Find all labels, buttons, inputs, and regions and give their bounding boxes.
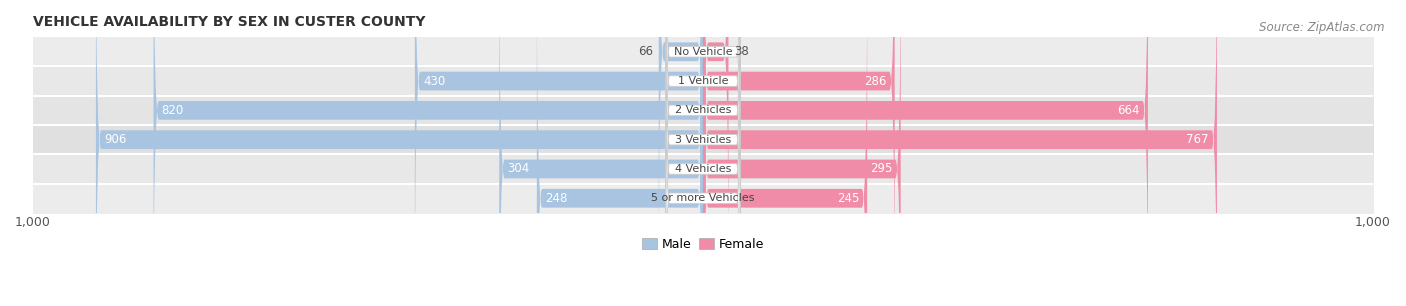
FancyBboxPatch shape (703, 0, 901, 306)
Text: 2 Vehicles: 2 Vehicles (675, 105, 731, 115)
Text: No Vehicle: No Vehicle (673, 47, 733, 57)
Text: 304: 304 (508, 162, 530, 175)
Text: 820: 820 (162, 104, 184, 117)
Text: 248: 248 (546, 192, 567, 205)
Text: 286: 286 (865, 75, 887, 88)
Text: 66: 66 (638, 45, 654, 58)
Text: 4 Vehicles: 4 Vehicles (675, 164, 731, 174)
Text: Source: ZipAtlas.com: Source: ZipAtlas.com (1260, 21, 1385, 34)
FancyBboxPatch shape (703, 0, 1218, 306)
Text: 767: 767 (1187, 133, 1209, 146)
FancyBboxPatch shape (703, 0, 868, 306)
FancyBboxPatch shape (703, 0, 1147, 306)
FancyBboxPatch shape (659, 0, 703, 277)
Legend: Male, Female: Male, Female (637, 233, 769, 256)
Text: 295: 295 (870, 162, 893, 175)
FancyBboxPatch shape (499, 0, 703, 306)
FancyBboxPatch shape (153, 0, 703, 306)
Text: 906: 906 (104, 133, 127, 146)
FancyBboxPatch shape (666, 57, 740, 306)
FancyBboxPatch shape (666, 28, 740, 306)
FancyBboxPatch shape (666, 0, 740, 222)
Text: 38: 38 (734, 45, 748, 58)
FancyBboxPatch shape (666, 0, 740, 281)
Text: 1 Vehicle: 1 Vehicle (678, 76, 728, 86)
Text: 430: 430 (423, 75, 446, 88)
Text: VEHICLE AVAILABILITY BY SEX IN CUSTER COUNTY: VEHICLE AVAILABILITY BY SEX IN CUSTER CO… (32, 15, 426, 29)
FancyBboxPatch shape (537, 0, 703, 306)
Text: 3 Vehicles: 3 Vehicles (675, 135, 731, 145)
FancyBboxPatch shape (96, 0, 703, 306)
FancyBboxPatch shape (666, 0, 740, 193)
FancyBboxPatch shape (703, 0, 894, 306)
FancyBboxPatch shape (703, 0, 728, 277)
Text: 5 or more Vehicles: 5 or more Vehicles (651, 193, 755, 203)
Text: 245: 245 (837, 192, 859, 205)
FancyBboxPatch shape (415, 0, 703, 306)
Text: 664: 664 (1118, 104, 1140, 117)
FancyBboxPatch shape (666, 0, 740, 252)
